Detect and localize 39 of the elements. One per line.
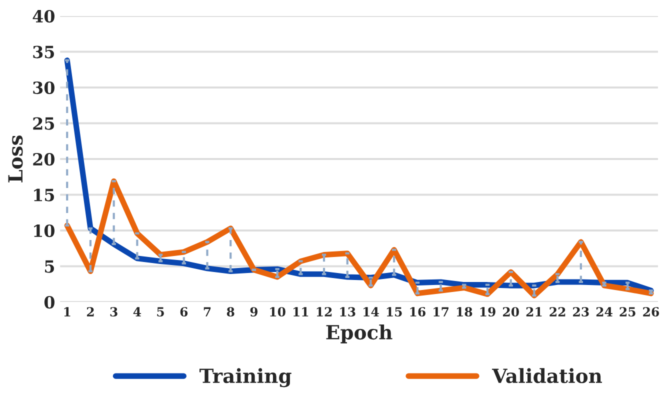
y-tick-label: 40 [32,10,54,23]
x-tick-label: 22 [550,307,566,316]
x-tick-label: 2 [86,307,94,316]
y-tick-label: 35 [33,46,54,58]
y-tick-label: 25 [33,117,54,130]
y-tick-label: 20 [33,152,54,166]
x-tick-label: 25 [620,307,636,317]
x-tick-label: 13 [340,307,356,317]
x-tick-label: 20 [502,307,519,317]
x-tick-label: 16 [410,307,426,317]
x-tick-label: 10 [270,307,286,317]
y-tick-label: 10 [34,224,54,238]
y-tick-label: 15 [34,188,54,202]
x-tick-label: 7 [204,307,211,316]
y-tick-label: 5 [45,260,54,273]
x-tick-label: 9 [250,307,258,317]
x-tick-label: 1 [64,307,70,316]
x-tick-label: 24 [596,307,612,316]
x-tick-label: 6 [180,307,188,317]
x-tick-label: 12 [316,307,332,316]
legend-label: Validation [492,368,602,384]
x-tick-label: 18 [456,307,472,317]
x-tick-label: 26 [643,307,659,317]
x-tick-label: 19 [480,307,496,317]
x-tick-label: 17 [434,307,448,316]
x-tick-label: 5 [157,307,164,317]
x-tick-label: 4 [133,307,142,316]
x-tick-label: 11 [293,307,308,316]
x-tick-label: 23 [573,307,589,317]
x-tick-label: 3 [110,307,118,317]
y-axis-title: Loss [8,136,23,182]
x-tick-label: 8 [226,307,234,317]
y-tick-label: 0 [44,296,54,309]
legend-label: Training [199,368,292,388]
x-axis-title: Epoch [326,324,392,344]
x-tick-label: 14 [364,307,379,316]
x-tick-label: 21 [526,307,542,316]
x-tick-label: 15 [386,307,402,317]
y-tick-label: 30 [33,81,54,94]
